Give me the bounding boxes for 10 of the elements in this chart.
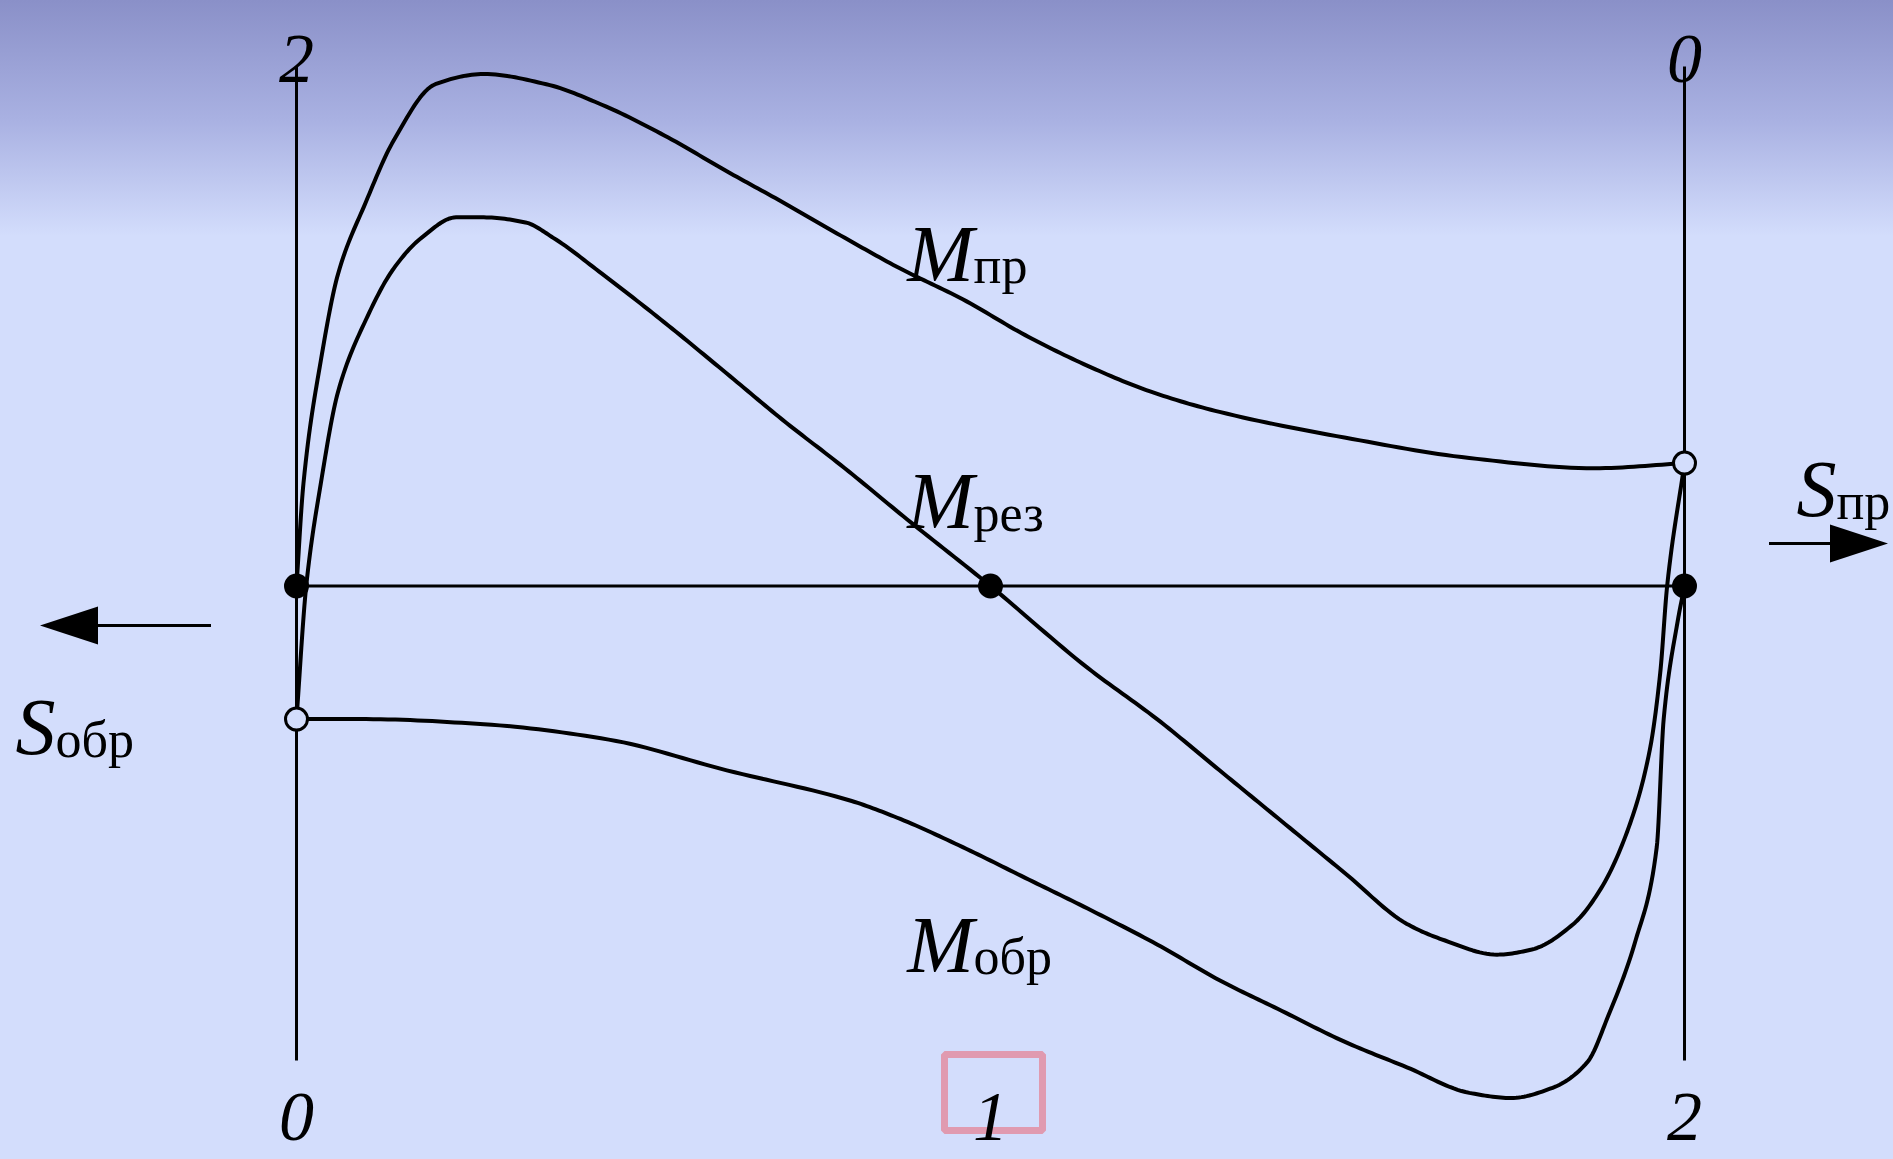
- x-tick-label: 0: [279, 1077, 314, 1155]
- x2-axis-title: Sобр: [15, 683, 134, 771]
- x2-tick-label: 0: [1667, 19, 1702, 97]
- series-label: Mпр: [906, 209, 1028, 298]
- x-tick-label: 2: [1667, 1077, 1702, 1155]
- x-tick-label: 1: [973, 1077, 1008, 1155]
- x2-tick-label: 2: [279, 19, 314, 97]
- series-label: Mобр: [906, 900, 1053, 989]
- series-label: Mрез: [906, 457, 1044, 546]
- x-axis-title: Sпр: [1796, 445, 1891, 533]
